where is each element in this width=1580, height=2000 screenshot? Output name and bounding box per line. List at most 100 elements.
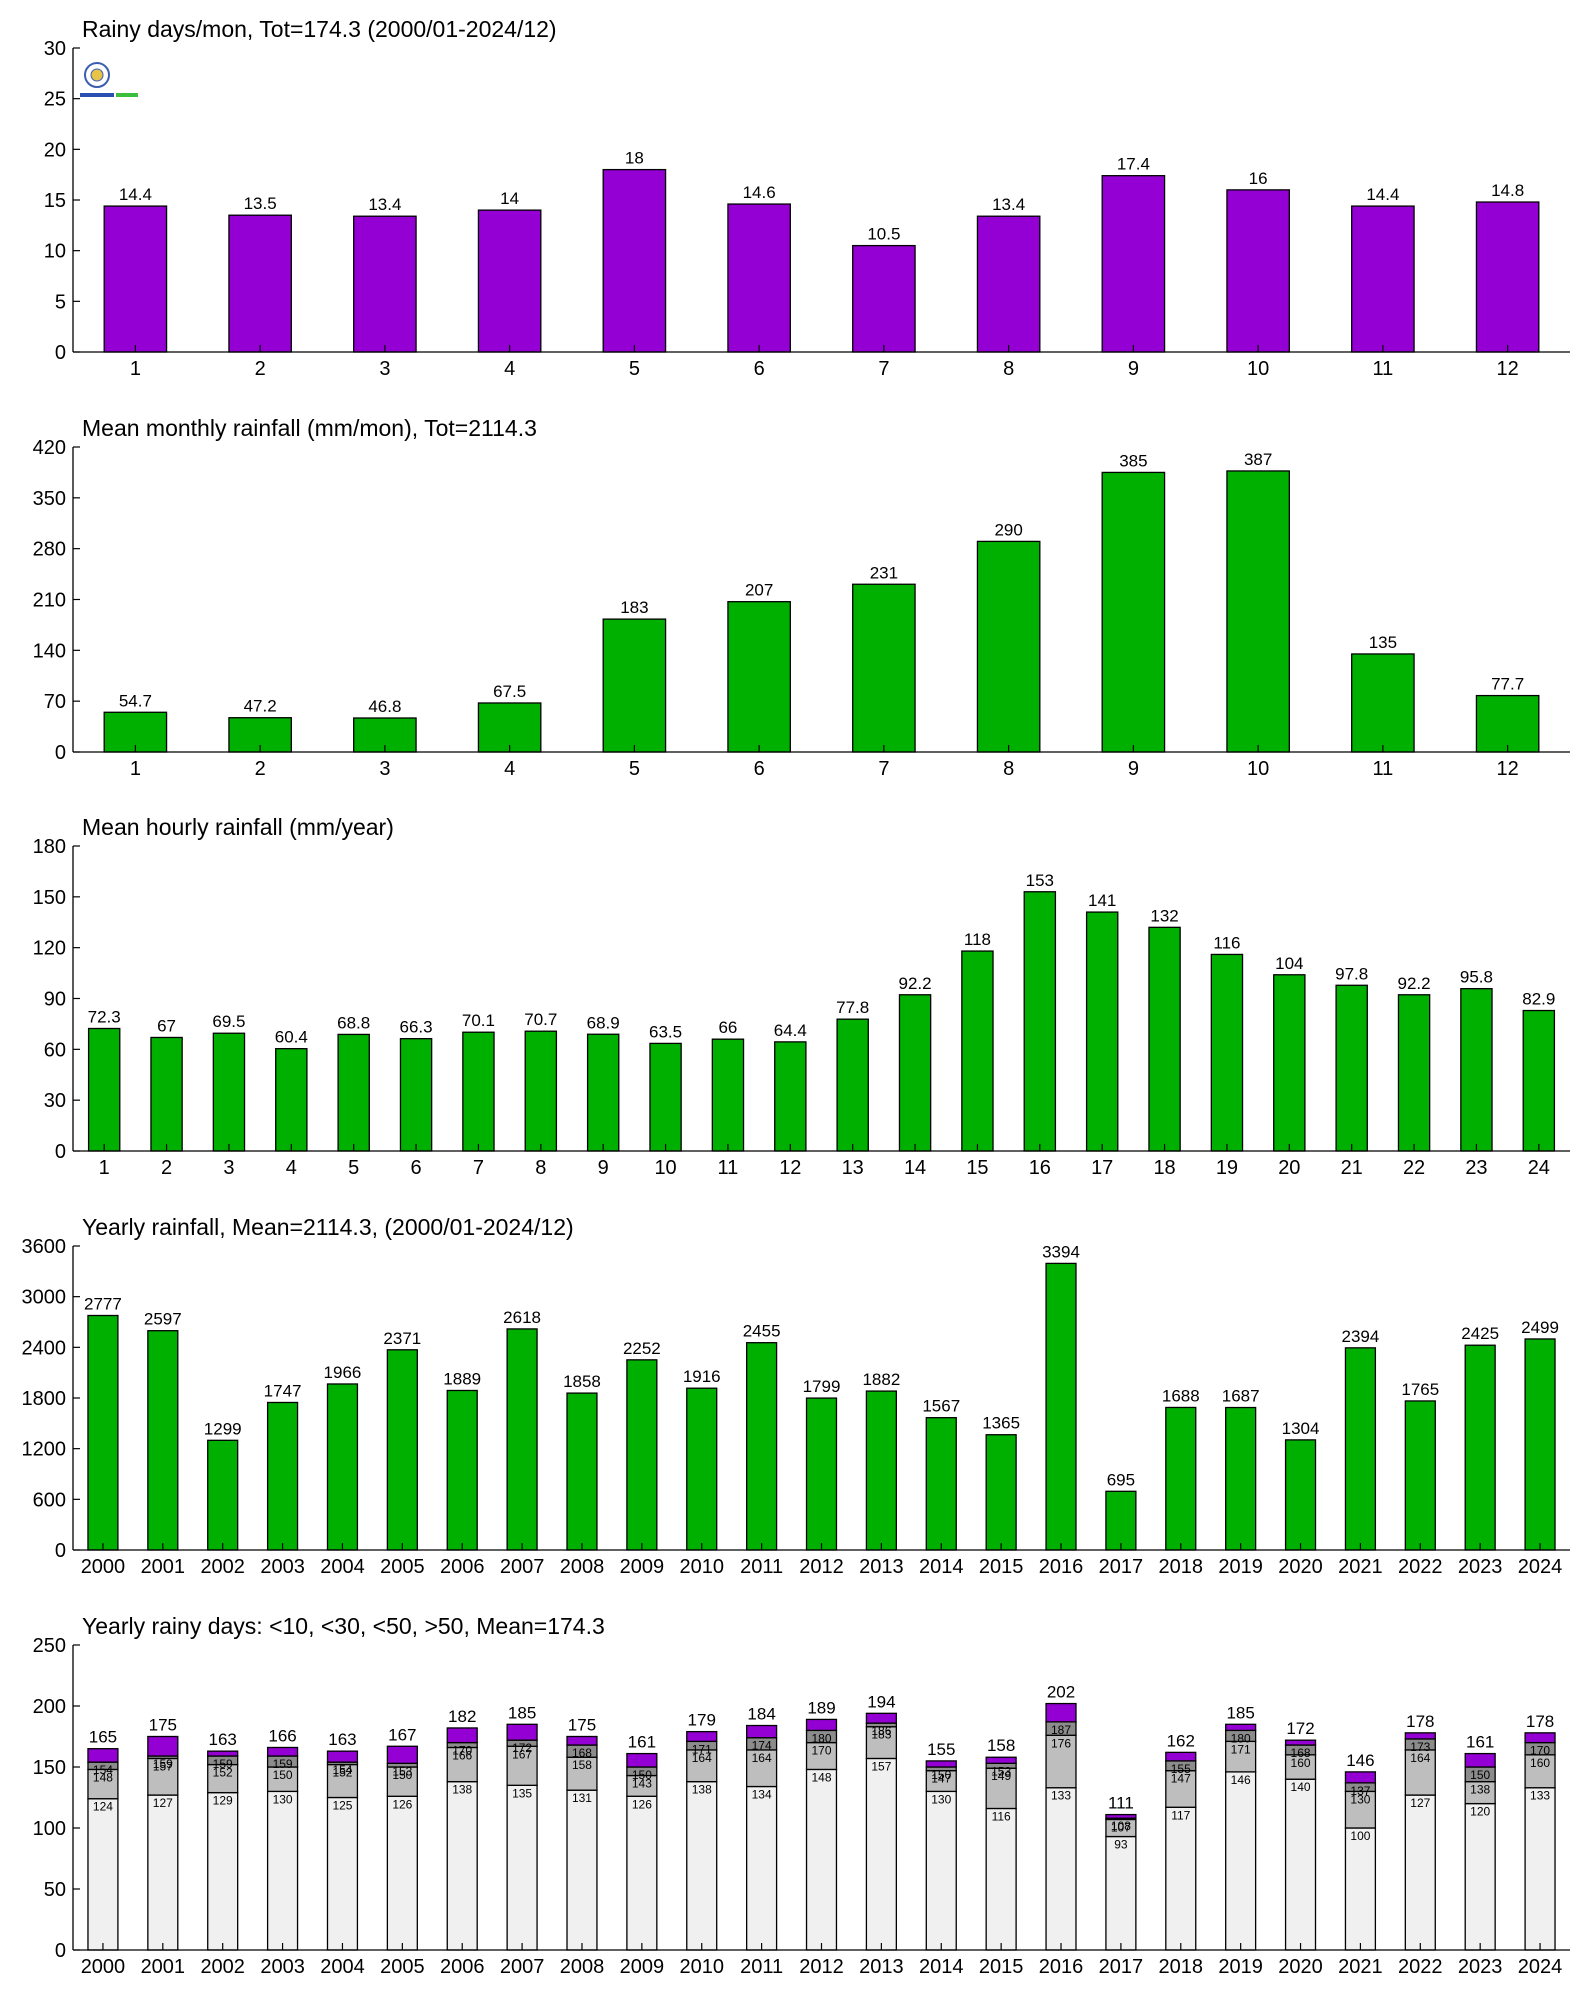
segment-label-lt30-2023: 138 — [1470, 1783, 1490, 1797]
segment-gt50-2007 — [506, 1723, 538, 1741]
x-tick-label: 2008 — [560, 1556, 605, 1578]
x-tick-label: 2011 — [740, 1956, 783, 1978]
x-tick-label: 8 — [1003, 358, 1014, 380]
segment-label-lt50-2000: 154 — [93, 1763, 113, 1777]
data-label-total-2021: 146 — [1346, 1751, 1374, 1770]
bar-8 — [976, 540, 1041, 753]
x-tick-label: 2002 — [200, 1956, 245, 1978]
segment-lt10-2013 — [865, 1757, 897, 1951]
data-label-2: 67 — [157, 1016, 176, 1035]
data-label-2023: 2425 — [1461, 1324, 1499, 1343]
data-label-4: 14 — [500, 189, 519, 208]
bar-2000 — [87, 1314, 119, 1551]
segment-lt30-2016 — [1045, 1734, 1077, 1789]
x-tick-label: 8 — [535, 1157, 546, 1179]
data-label-2016: 3394 — [1042, 1242, 1080, 1261]
x-tick-label: 9 — [1128, 358, 1139, 380]
segment-label-lt30-2011: 164 — [752, 1751, 772, 1765]
x-tick-label: 2020 — [1278, 1956, 1323, 1978]
bar-2009 — [626, 1359, 658, 1551]
segment-gt50-2021 — [1344, 1771, 1377, 1784]
bar-2016 — [1045, 1262, 1077, 1551]
data-label-11: 135 — [1369, 633, 1397, 652]
x-tick-label: 22 — [1403, 1157, 1425, 1179]
segment-label-lt30-2020: 160 — [1291, 1756, 1311, 1770]
data-label-21: 97.8 — [1335, 964, 1368, 983]
data-label-2: 13.5 — [244, 194, 277, 213]
bar-2022 — [1404, 1400, 1436, 1551]
x-tick-label: 7 — [878, 758, 889, 780]
x-tick-label: 2012 — [799, 1956, 844, 1978]
y-tick-label: 1200 — [22, 1439, 67, 1461]
data-label-2021: 2394 — [1342, 1327, 1380, 1346]
x-tick-label: 2002 — [200, 1556, 245, 1578]
data-label-23: 95.8 — [1460, 968, 1493, 987]
y-tick-label: 0 — [55, 1141, 66, 1163]
data-label-total-2003: 166 — [268, 1726, 296, 1745]
segment-label-lt10-2006: 138 — [452, 1783, 472, 1797]
y-tick-label: 25 — [44, 89, 66, 111]
segment-lt10-2005 — [386, 1795, 418, 1951]
bar-2012 — [805, 1397, 838, 1551]
x-tick-label: 2015 — [979, 1556, 1024, 1578]
x-tick-label: 2014 — [919, 1956, 964, 1978]
segment-gt50-2023 — [1464, 1752, 1496, 1768]
y-tick-label: 3000 — [22, 1287, 67, 1309]
bar-2021 — [1344, 1347, 1377, 1551]
chart-mean-hourly-rainfall: Mean hourly rainfall (mm/year)72.3 67 69.5… — [33, 814, 1570, 1179]
x-tick-label: 2001 — [141, 1956, 186, 1978]
segment-label-lt50-2007: 172 — [512, 1741, 532, 1755]
y-tick-label: 100 — [33, 1818, 66, 1840]
x-tick-label: 2021 — [1338, 1956, 1383, 1978]
bar-3 — [353, 215, 417, 353]
bar-1 — [87, 1027, 121, 1152]
segment-label-lt30-2010: 164 — [692, 1751, 712, 1765]
y-tick-label: 2400 — [22, 1337, 67, 1359]
x-tick-label: 2011 — [740, 1556, 783, 1578]
x-tick-label: 1 — [99, 1157, 110, 1179]
bar-8 — [976, 215, 1041, 353]
data-label-3: 13.4 — [368, 195, 401, 214]
segment-lt10-2004 — [326, 1796, 359, 1951]
data-label-1: 14.4 — [119, 185, 152, 204]
bar-5 — [602, 618, 667, 753]
x-tick-label: 24 — [1528, 1157, 1550, 1179]
segment-label-lt10-2000: 124 — [93, 1800, 113, 1814]
bar-2018 — [1165, 1406, 1197, 1551]
bar-24 — [1522, 1009, 1556, 1152]
segment-gt50-2017 — [1105, 1813, 1137, 1819]
data-label-2007: 2618 — [503, 1308, 541, 1327]
segment-label-lt50-2017: 108 — [1111, 1819, 1131, 1833]
segment-lt10-2007 — [506, 1784, 538, 1951]
segment-label-lt10-2013: 157 — [871, 1759, 891, 1773]
bar-2013 — [865, 1390, 897, 1551]
y-tick-label: 210 — [33, 590, 66, 612]
segment-label-lt30-2014: 147 — [931, 1772, 951, 1786]
y-tick-label: 30 — [44, 38, 66, 60]
data-label-2009: 2252 — [623, 1339, 661, 1358]
segment-lt10-2017 — [1105, 1835, 1137, 1951]
data-label-12: 64.4 — [774, 1021, 807, 1040]
x-tick-label: 10 — [1247, 758, 1269, 780]
bar-2019 — [1225, 1406, 1257, 1551]
segment-label-lt10-2011: 134 — [752, 1788, 772, 1802]
data-label-total-2014: 155 — [927, 1740, 955, 1759]
bar-6 — [727, 601, 791, 753]
segment-gt50-2024 — [1524, 1732, 1556, 1744]
segment-label-lt30-2013: 183 — [871, 1728, 891, 1742]
segment-lt10-2014 — [925, 1790, 957, 1951]
segment-gt50-2009 — [626, 1752, 658, 1768]
y-tick-label: 90 — [44, 989, 66, 1011]
x-tick-label: 15 — [966, 1157, 988, 1179]
y-tick-label: 3600 — [22, 1236, 67, 1258]
segment-gt50-2005 — [386, 1745, 418, 1764]
bar-2003 — [266, 1401, 299, 1551]
data-label-2012: 1799 — [803, 1377, 841, 1396]
